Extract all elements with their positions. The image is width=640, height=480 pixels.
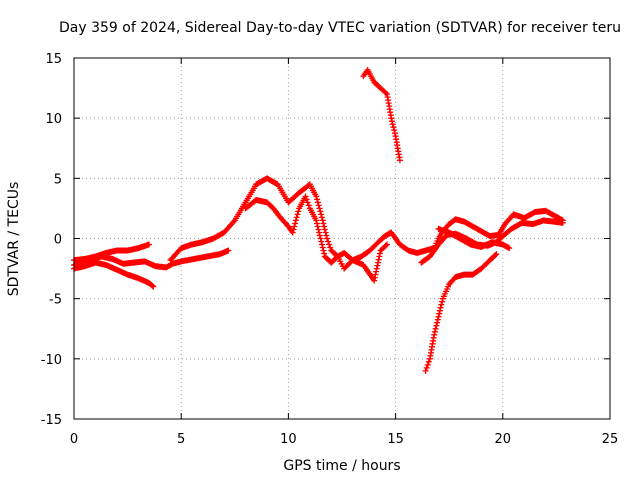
x-tick-label: 20 [495, 432, 512, 447]
series-track-9 [422, 251, 500, 374]
y-axis-label: SDTVAR / TECUs [6, 182, 22, 297]
data-points [71, 67, 566, 374]
y-tick-label: 10 [45, 112, 62, 127]
x-tick-label: 0 [70, 432, 78, 447]
series-track-5 [242, 193, 390, 284]
chart-title: Day 359 of 2024, Sidereal Day-to-day VTE… [59, 20, 621, 36]
x-axis-label: GPS time / hours [283, 458, 400, 474]
x-tick-label: 10 [280, 432, 297, 447]
grid-lines [74, 58, 610, 419]
series-track-8 [360, 67, 403, 164]
series-track-3 [71, 247, 232, 271]
y-tick-label: -10 [41, 353, 62, 368]
point-markers [435, 225, 513, 252]
point-markers [360, 67, 403, 164]
series-track-4 [167, 175, 566, 264]
series-track-7 [435, 225, 513, 252]
y-tick-label: 0 [54, 233, 62, 248]
point-markers [242, 193, 390, 284]
axis-ticks: 0 5 10 15 20 25 -15 -10 -5 0 5 10 15 [41, 52, 619, 447]
y-tick-label: -15 [41, 413, 62, 428]
point-markers [167, 175, 566, 264]
point-markers [422, 251, 500, 374]
x-tick-label: 15 [387, 432, 404, 447]
point-markers [71, 247, 232, 271]
x-tick-label: 5 [177, 432, 185, 447]
x-tick-label: 25 [602, 432, 619, 447]
y-tick-label: 5 [54, 172, 62, 187]
y-tick-label: -5 [49, 293, 62, 308]
y-tick-label: 15 [45, 52, 62, 67]
